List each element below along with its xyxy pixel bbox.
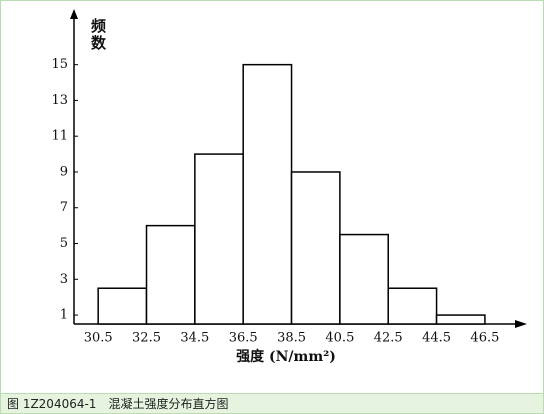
x-tick-label: 40.5 [325, 331, 354, 346]
x-axis-label: 强度 (N/mm²) [236, 348, 336, 365]
bar [194, 153, 244, 325]
x-tick-label: 30.5 [84, 331, 113, 346]
x-tick-label: 38.5 [277, 331, 306, 346]
y-tick-label: 5 [60, 236, 68, 251]
bar [242, 63, 293, 325]
y-arrow [70, 9, 78, 19]
bar [97, 287, 148, 325]
y-tick-label: 11 [51, 129, 68, 144]
y-axis-label: 频数 [89, 17, 107, 52]
bar [435, 314, 486, 325]
caption: 图 1Z204064-1 混凝土强度分布直方图 [1, 393, 543, 413]
x-tick-label: 36.5 [229, 331, 258, 346]
x-tick-label: 34.5 [180, 331, 209, 346]
x-tick-label: 46.5 [470, 331, 499, 346]
y-tick-label: 1 [60, 308, 68, 323]
x-tick-label: 44.5 [422, 331, 451, 346]
bar [387, 287, 438, 325]
x-arrow [515, 320, 527, 328]
bar [145, 224, 196, 325]
x-tick-label: 32.5 [132, 331, 161, 346]
y-tick-label: 9 [60, 164, 68, 179]
y-tick-label: 3 [60, 272, 68, 287]
y-tick-label: 15 [51, 57, 68, 72]
y-tick-label: 7 [60, 200, 68, 215]
bar [339, 233, 389, 325]
bar [290, 171, 341, 325]
y-tick-label: 13 [51, 93, 68, 108]
x-tick-label: 42.5 [374, 331, 403, 346]
